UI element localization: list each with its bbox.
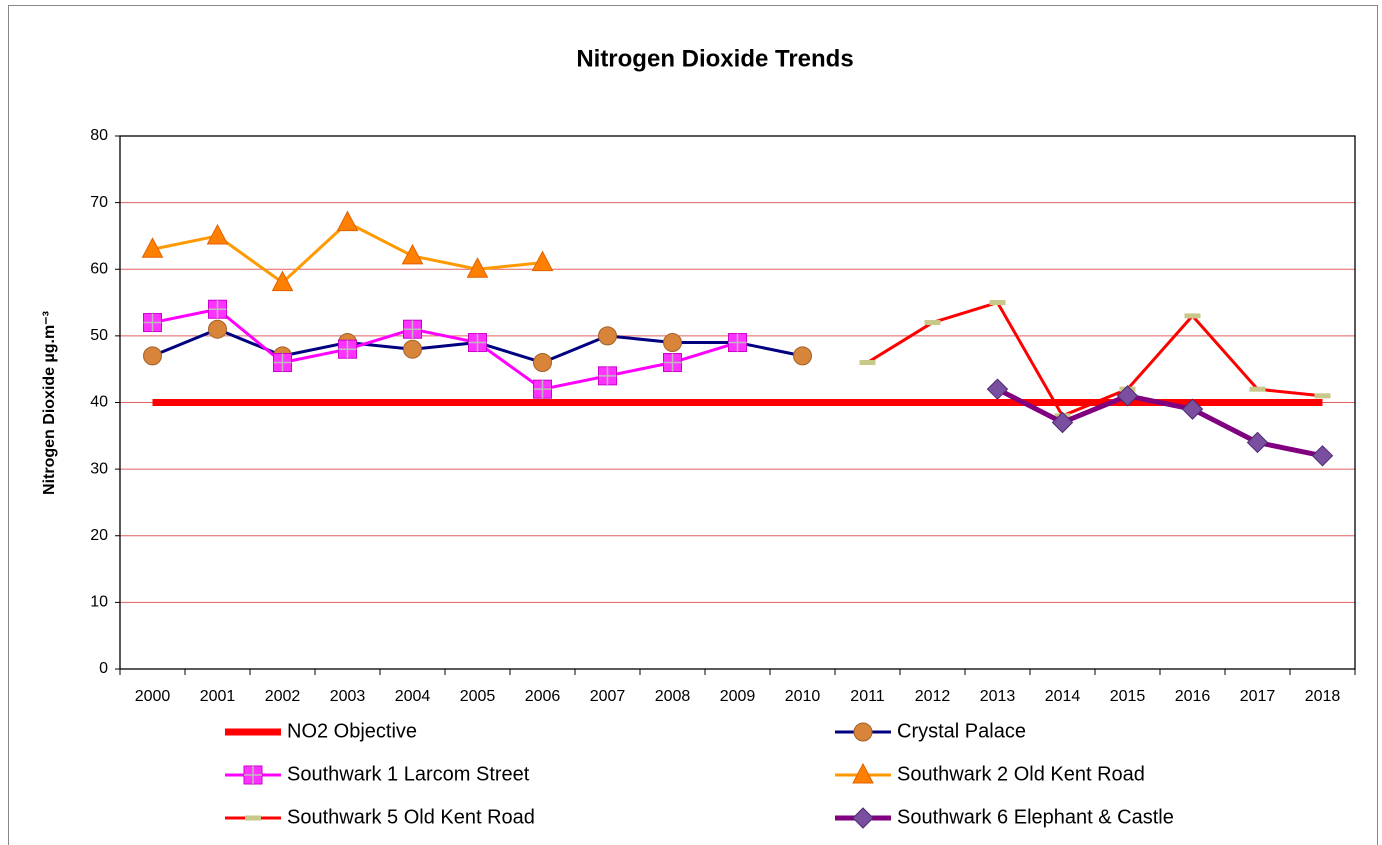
- marker: [403, 339, 422, 359]
- marker: [1311, 445, 1334, 467]
- marker-plus: [143, 313, 162, 332]
- marker: [1249, 386, 1266, 392]
- x-tick-label: 2008: [655, 688, 691, 705]
- marker: [853, 722, 873, 742]
- marker: [986, 378, 1009, 400]
- y-tick-label: 80: [90, 127, 108, 144]
- marker-plus: [468, 333, 487, 352]
- x-tick-label: 2009: [720, 688, 756, 705]
- marker: [531, 250, 554, 272]
- y-tick-label: 70: [90, 194, 108, 211]
- x-tick-label: 2015: [1110, 688, 1146, 705]
- marker: [1246, 431, 1269, 454]
- marker-plus: [533, 380, 552, 399]
- legend-item: Southwark 2 Old Kent Road: [835, 762, 1145, 785]
- legend-label: Southwark 2 Old Kent Road: [897, 763, 1145, 785]
- marker-plus: [338, 340, 357, 359]
- x-tick-label: 2013: [980, 688, 1016, 705]
- marker: [1314, 393, 1331, 399]
- marker: [206, 223, 229, 245]
- x-tick-label: 2003: [330, 688, 366, 705]
- marker: [401, 243, 424, 265]
- marker-plus: [728, 333, 747, 352]
- y-tick-label: 20: [90, 527, 108, 544]
- marker: [859, 360, 876, 366]
- y-axis-label: Nitrogen Dioxide µg.m⁻³: [41, 311, 58, 495]
- x-tick-label: 2000: [135, 688, 171, 705]
- marker: [924, 320, 941, 326]
- marker: [989, 300, 1006, 306]
- x-tick-label: 2016: [1175, 688, 1211, 705]
- x-tick-label: 2012: [915, 688, 951, 705]
- marker: [466, 257, 489, 278]
- marker: [852, 762, 874, 784]
- marker: [663, 333, 682, 353]
- x-tick-label: 2014: [1045, 688, 1081, 705]
- legend-item: Southwark 5 Old Kent Road: [225, 806, 535, 828]
- series: [141, 210, 554, 292]
- x-tick-label: 2006: [525, 688, 561, 705]
- y-tick-label: 60: [90, 260, 108, 277]
- x-tick-label: 2001: [200, 688, 236, 705]
- legend-label: Southwark 5 Old Kent Road: [287, 806, 535, 828]
- marker-plus: [208, 300, 227, 319]
- series: [143, 299, 747, 399]
- marker-plus: [598, 366, 617, 385]
- legend-item: Southwark 6 Elephant & Castle: [835, 806, 1174, 829]
- x-tick-label: 2010: [785, 688, 821, 705]
- marker: [533, 353, 552, 373]
- marker: [598, 326, 617, 346]
- marker: [336, 210, 359, 232]
- legend-label: Southwark 6 Elephant & Castle: [897, 806, 1174, 828]
- y-tick-label: 50: [90, 327, 108, 344]
- marker: [793, 346, 812, 366]
- marker-plus: [244, 766, 262, 784]
- series: [986, 378, 1334, 467]
- marker: [1051, 411, 1074, 434]
- x-tick-label: 2002: [265, 688, 301, 705]
- series-line: [866, 301, 1323, 418]
- marker: [271, 270, 294, 292]
- chart-frame: [8, 5, 1378, 845]
- plot-frame: [119, 135, 1356, 670]
- marker: [1181, 398, 1204, 420]
- legend-item: Crystal Palace: [835, 720, 1026, 742]
- x-tick-label: 2004: [395, 688, 431, 705]
- marker-plus: [403, 320, 422, 339]
- legend-label: NO2 Objective: [287, 720, 417, 742]
- marker: [143, 346, 162, 366]
- y-tick-label: 0: [99, 660, 108, 677]
- y-tick-label: 10: [90, 594, 108, 611]
- legend-label: Crystal Palace: [897, 720, 1026, 742]
- x-tick-label: 2011: [850, 688, 885, 705]
- marker: [1184, 313, 1201, 319]
- marker: [208, 319, 227, 339]
- y-tick-label: 30: [90, 460, 108, 477]
- marker: [245, 815, 261, 821]
- chart-title: Nitrogen Dioxide Trends: [576, 45, 853, 72]
- x-tick-label: 2007: [590, 688, 626, 705]
- legend-item: NO2 Objective: [225, 720, 417, 742]
- series-line: [996, 386, 1324, 459]
- x-tick-label: 2005: [460, 688, 496, 705]
- x-tick-label: 2018: [1305, 688, 1341, 705]
- y-tick-label: 40: [90, 394, 108, 411]
- marker: [852, 807, 874, 829]
- marker-plus: [663, 353, 682, 372]
- series-line: [152, 307, 738, 391]
- legend-label: Southwark 1 Larcom Street: [287, 763, 530, 785]
- marker: [1116, 385, 1139, 407]
- marker-plus: [273, 353, 292, 372]
- legend-item: Southwark 1 Larcom Street: [225, 763, 530, 785]
- x-tick-label: 2017: [1240, 688, 1276, 705]
- marker: [141, 237, 164, 258]
